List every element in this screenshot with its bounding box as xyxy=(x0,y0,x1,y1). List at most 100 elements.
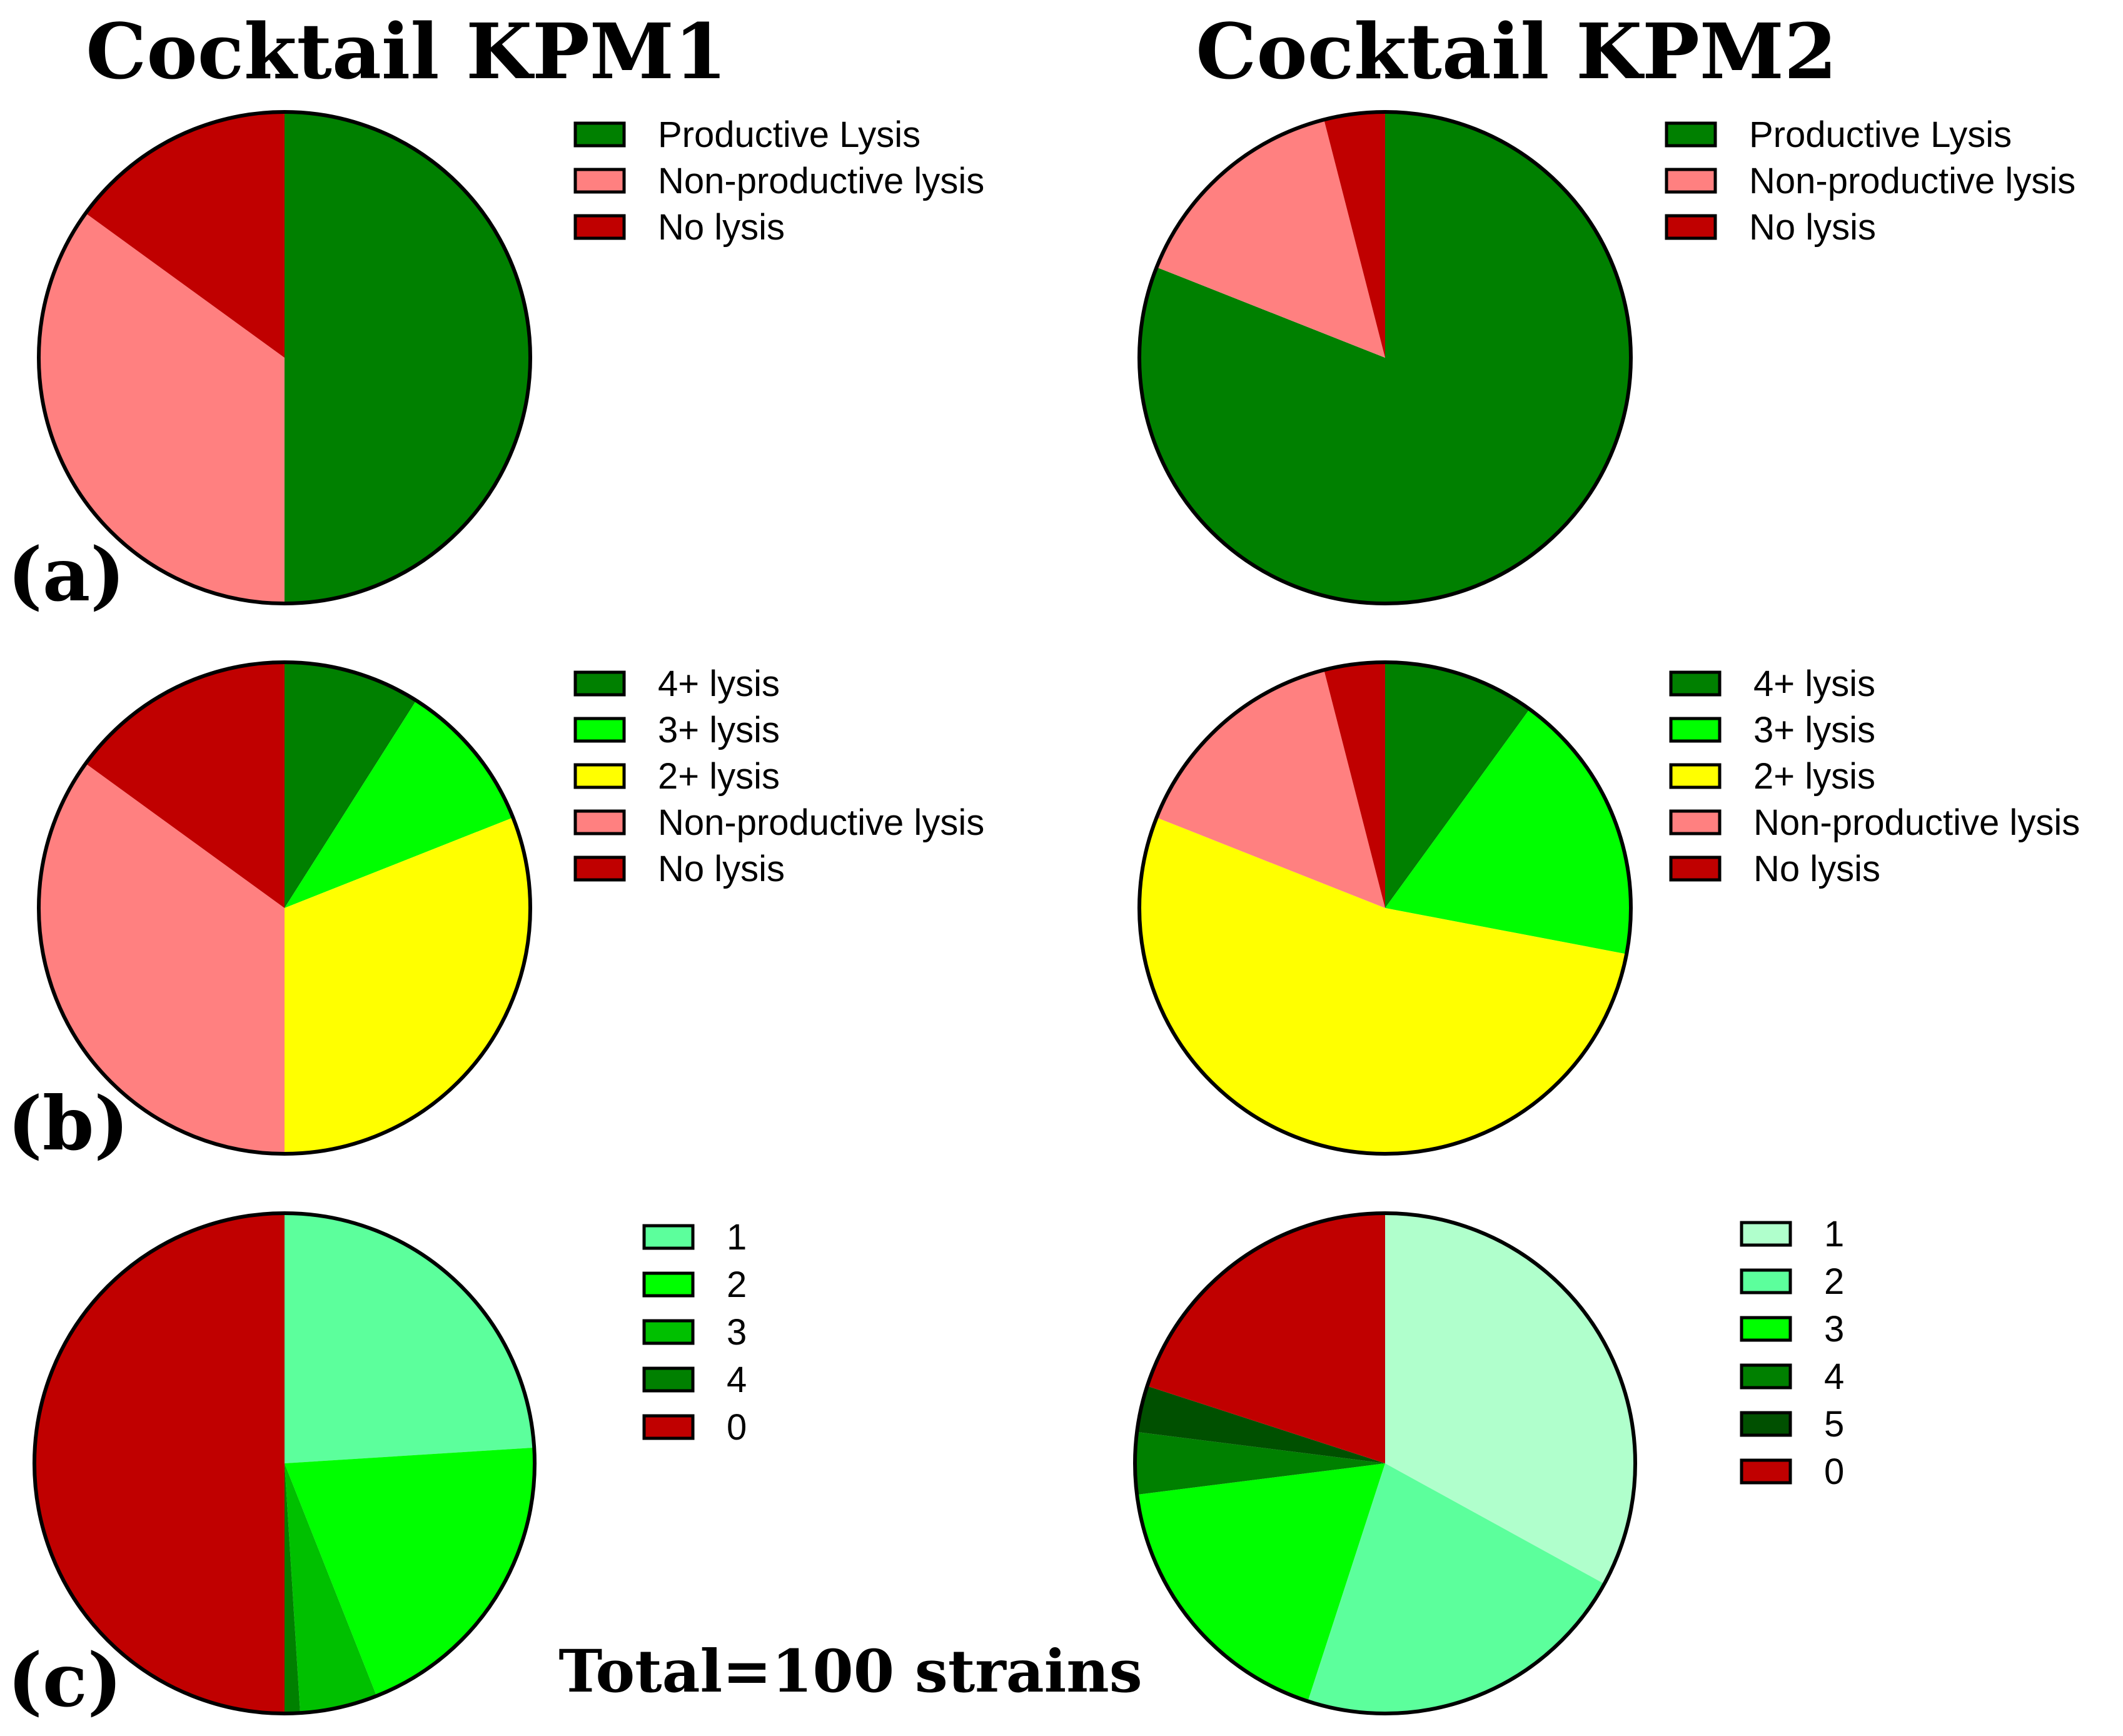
legend-swatch xyxy=(573,809,626,835)
pie-slice-4 xyxy=(285,1463,301,1713)
pie-chart-1: Productive Lysis Non-productive lysis No l… xyxy=(1137,110,2075,605)
pie-outline xyxy=(37,660,532,1156)
legend-label: Non-productive lysis xyxy=(1753,802,2080,843)
legend-label: No lysis xyxy=(1753,849,1880,889)
pie-slice-no-lysis xyxy=(1324,112,1385,358)
legend-swatch xyxy=(573,214,626,240)
pie-legend: Productive Lysis Non-productive lysis No l… xyxy=(573,114,984,248)
legend-label: 4+ lysis xyxy=(1753,664,1875,704)
legend-swatch xyxy=(573,717,626,743)
pie-slice-0 xyxy=(34,1213,285,1713)
pie-slice-2 xyxy=(285,1447,535,1696)
legend-label: Non-productive lysis xyxy=(1749,161,2075,201)
pie-slice-0 xyxy=(1147,1213,1385,1463)
legend-label: Non-productive lysis xyxy=(658,802,984,843)
legend-label: Productive Lysis xyxy=(658,114,920,155)
pie-slice-2 xyxy=(1308,1463,1605,1713)
legend-swatch xyxy=(1740,1221,1792,1247)
legend-swatch xyxy=(1665,214,1717,240)
legend-label: 3+ lysis xyxy=(658,710,780,750)
pie-slice-no-lysis xyxy=(86,662,285,908)
legend-swatch xyxy=(642,1271,695,1298)
pie-chart-4: 1 2 3 4 0 xyxy=(33,1211,747,1715)
pie-slice-5 xyxy=(1137,1386,1385,1463)
legend-label: 5 xyxy=(1824,1404,1844,1445)
legend-label: No lysis xyxy=(658,207,785,248)
pie-slice-4-lysis xyxy=(285,662,416,908)
total-strains-note: Total=100 strains xyxy=(558,1637,1142,1706)
legend-swatch xyxy=(1669,717,1722,743)
legend-label: 0 xyxy=(727,1407,747,1448)
legend-swatch xyxy=(573,168,626,194)
pie-outline xyxy=(1133,1211,1637,1715)
pie-slice-3-lysis xyxy=(285,700,513,908)
pie-slice-2-lysis xyxy=(1139,817,1627,1154)
pie-slice-productive-lysis xyxy=(1139,112,1631,604)
legend-label: No lysis xyxy=(658,849,785,889)
pie-outline xyxy=(33,1211,537,1715)
pie-slice-non-productive-lysis xyxy=(1156,119,1385,358)
legend-swatch xyxy=(1740,1411,1792,1437)
pie-slice-non-productive-lysis xyxy=(39,213,285,603)
legend-swatch xyxy=(642,1414,695,1440)
panel-label-c: (c) xyxy=(8,1637,123,1723)
legend-swatch xyxy=(573,121,626,148)
legend-label: 1 xyxy=(1824,1214,1844,1254)
column-title-kpm2: Cocktail KPM2 xyxy=(1196,6,1837,96)
pie-legend: 4+ lysis 3+ lysis 2+ lysis Non-productive l… xyxy=(1669,664,2080,889)
legend-label: 4 xyxy=(727,1360,747,1400)
pie-chart-2: 4+ lysis 3+ lysis 2+ lysis Non-productive l… xyxy=(37,660,984,1156)
legend-label: No lysis xyxy=(1749,207,1876,248)
legend-swatch xyxy=(1740,1316,1792,1342)
legend-swatch xyxy=(1669,670,1722,697)
pie-slice-3-lysis xyxy=(1385,709,1631,954)
legend-swatch xyxy=(642,1319,695,1345)
legend-label: 2 xyxy=(727,1264,747,1305)
column-title-kpm1: Cocktail KPM1 xyxy=(86,6,727,96)
pie-slice-non-productive-lysis xyxy=(39,764,285,1154)
panel-label-b: (b) xyxy=(8,1080,129,1167)
legend-label: 4 xyxy=(1824,1356,1844,1397)
pie-chart-5: 1 2 3 4 5 0 xyxy=(1133,1211,1844,1715)
legend-swatch xyxy=(1665,168,1717,194)
pie-slice-productive-lysis xyxy=(285,112,530,603)
pie-chart-0: Productive Lysis Non-productive lysis No l… xyxy=(37,110,984,605)
pie-outline xyxy=(1137,660,1633,1156)
legend-swatch xyxy=(1669,763,1722,789)
pie-slice-3 xyxy=(1137,1463,1385,1702)
pie-outline xyxy=(1137,110,1633,605)
pie-slice-1 xyxy=(285,1213,535,1463)
legend-swatch xyxy=(1669,855,1722,882)
legend-swatch xyxy=(1669,809,1722,835)
legend-swatch xyxy=(642,1224,695,1250)
pie-slice-4-lysis xyxy=(1385,662,1530,908)
legend-swatch xyxy=(1665,121,1717,148)
pie-legend: 4+ lysis 3+ lysis 2+ lysis Non-productive l… xyxy=(573,664,984,889)
legend-label: Productive Lysis xyxy=(1749,114,2012,155)
pie-charts: Productive Lysis Non-productive lysis No l… xyxy=(33,110,2080,1715)
legend-label: 3+ lysis xyxy=(1753,710,1875,750)
legend-label: 3 xyxy=(1824,1309,1844,1350)
legend-swatch xyxy=(1740,1268,1792,1294)
pie-slice-no-lysis xyxy=(86,112,285,358)
pie-legend: 1 2 3 4 5 0 xyxy=(1740,1214,1844,1492)
pie-slice-4 xyxy=(1134,1431,1385,1495)
legend-swatch xyxy=(1740,1458,1792,1485)
legend-swatch xyxy=(1740,1363,1792,1390)
legend-label: 4+ lysis xyxy=(658,664,780,704)
legend-label: 2 xyxy=(1824,1261,1844,1302)
legend-swatch xyxy=(573,855,626,882)
legend-label: 2+ lysis xyxy=(1753,756,1875,797)
pie-outline xyxy=(37,110,532,605)
pie-slice-no-lysis xyxy=(1324,662,1385,908)
legend-swatch xyxy=(573,670,626,697)
pie-legend: Productive Lysis Non-productive lysis No l… xyxy=(1665,114,2075,248)
legend-label: 1 xyxy=(727,1217,747,1258)
legend-swatch xyxy=(642,1366,695,1393)
pie-slice-3 xyxy=(285,1463,377,1713)
pie-slice-1 xyxy=(1385,1213,1635,1584)
legend-label: Non-productive lysis xyxy=(658,161,984,201)
legend-label: 0 xyxy=(1824,1451,1844,1492)
legend-label: 3 xyxy=(727,1312,747,1353)
